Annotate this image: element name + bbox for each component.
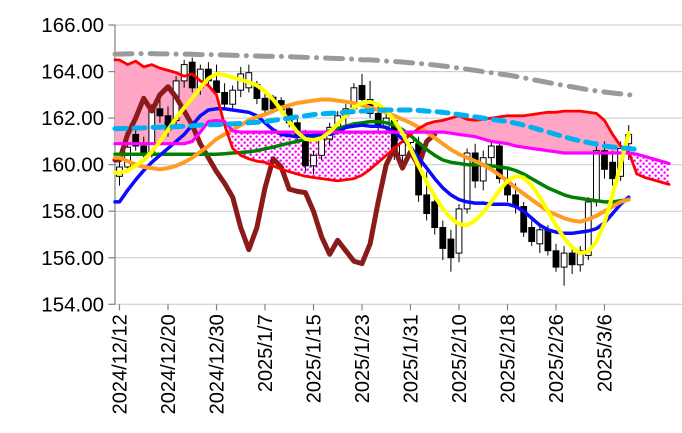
candle-down: [568, 252, 576, 266]
candle-down: [213, 80, 220, 94]
x-tick-label: 2025/2/18: [497, 314, 519, 403]
gray-dashdot-band: [112, 51, 640, 98]
x-tick-label: 2025/2/26: [546, 314, 568, 403]
candle-down: [156, 108, 164, 117]
x-tick-label: 2025/1/31: [400, 314, 422, 403]
x-tick-label: 2025/1/7: [255, 314, 277, 392]
candle-up: [536, 229, 544, 245]
candle-down: [544, 229, 552, 252]
candle-down: [423, 194, 431, 214]
x-axis: 2024/12/12 2024/12/20 2024/12/30 2025/1/7 20…: [110, 304, 616, 414]
y-axis: 166.00 164.00 162.00 160.00 158.00 156.00 154.…: [41, 14, 682, 316]
x-tick-label: 2024/12/20: [158, 314, 180, 414]
lines-above-candles: [112, 58, 671, 267]
candle-up: [593, 150, 600, 203]
maroon-chikou-line: [112, 84, 438, 267]
candle-down: [496, 145, 503, 180]
y-tick-label: 164.00: [41, 61, 104, 84]
x-tick-label: 2025/1/15: [303, 314, 325, 403]
x-tick-label: 2025/1/23: [352, 314, 374, 403]
y-tick-label: 156.00: [41, 247, 104, 270]
x-tick-label: 2025/2/10: [449, 314, 471, 403]
candle-up: [455, 208, 463, 254]
candle-up: [463, 152, 471, 210]
candle-down: [601, 150, 608, 170]
candle-up: [487, 145, 495, 159]
candle-down: [520, 206, 528, 233]
y-tick-label: 162.00: [41, 107, 104, 130]
candle-down: [261, 97, 269, 111]
y-tick-label: 160.00: [41, 154, 104, 177]
candle-down: [358, 85, 366, 100]
candle-down: [471, 152, 479, 182]
orange-ma-line: [113, 97, 631, 224]
candle-down: [439, 227, 447, 249]
candle-down: [528, 227, 536, 242]
candle-down: [447, 238, 455, 259]
lines-behind-candles: [112, 51, 640, 98]
y-tick-label: 166.00: [41, 14, 104, 37]
candle-up: [180, 64, 188, 82]
candle-down: [221, 92, 228, 105]
x-tick-label: 2024/12/12: [110, 314, 132, 414]
candle-up: [479, 157, 487, 182]
cyan-dashed-mid-line: [112, 107, 640, 152]
candle-down: [552, 250, 560, 268]
x-tick-label: 2024/12/30: [206, 314, 228, 414]
y-tick-label: 158.00: [41, 200, 104, 223]
candle-down: [609, 161, 617, 180]
cloud-bull-area: [413, 111, 630, 154]
candle-up: [318, 138, 326, 156]
candle-down: [132, 133, 140, 147]
candle-down: [431, 201, 439, 228]
candle-up: [560, 252, 568, 268]
x-tick-label: 2025/3/6: [594, 314, 616, 392]
magenta-span-b-line: [113, 118, 671, 166]
yellow-fast-ma-line: [113, 71, 631, 256]
candle-up: [310, 154, 317, 167]
candle-up: [229, 89, 237, 105]
y-tick-label: 154.00: [41, 293, 104, 316]
candle-up: [124, 146, 131, 168]
blue-ma-line: [113, 107, 631, 236]
